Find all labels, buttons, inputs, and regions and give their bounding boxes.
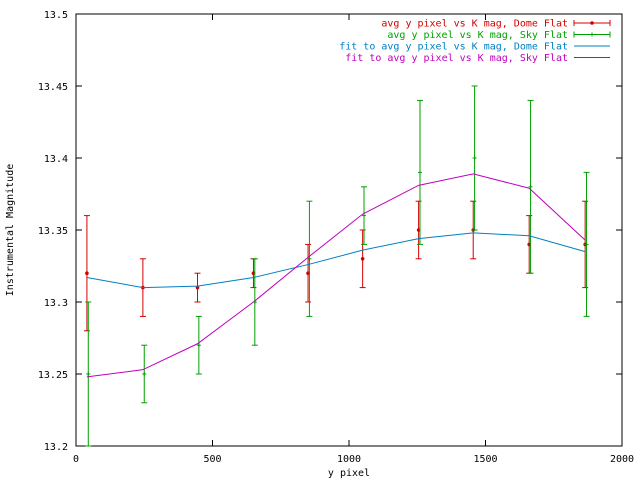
data-point [85,271,89,276]
plot-frame [75,13,623,447]
y-tick-label: 13.45 [38,82,68,93]
data-point [195,285,200,290]
x-tick-label: 0 [73,454,79,465]
x-tick-label: 1500 [473,454,497,465]
legend-swatch-marker [590,21,594,25]
series-3 [86,232,586,289]
y-axis-label: Instrumental Magnitude [5,164,16,296]
x-axis-label: y pixel [328,468,370,479]
series-2 [85,85,590,447]
series-4 [86,173,586,378]
legend-label: fit to avg y pixel vs K mag, Sky Flat [345,53,568,64]
y-tick-label: 13.5 [44,10,68,21]
series-layer [83,85,590,447]
y-tick-label: 13.4 [44,154,68,165]
ticks-layer: 0 500 1000 1500 2000 13.2 13.25 13.3 13.35 13.4 13… [38,10,634,465]
data-point [360,257,365,261]
y-tick-label: 13.2 [44,442,68,453]
series-1 [83,200,589,332]
legend-label: avg y pixel vs K mag, Dome Flat [381,19,568,30]
x-tick-label: 1000 [337,454,361,465]
legend-label: fit to avg y pixel vs K mag, Dome Flat [339,42,568,53]
legend-label: avg y pixel vs K mag, Sky Flat [387,30,568,41]
x-tick-label: 500 [203,454,221,465]
x-tick-label: 2000 [610,454,634,465]
y-tick-label: 13.35 [38,226,68,237]
y-tick-label: 13.25 [38,370,68,381]
y-tick-label: 13.3 [44,298,68,309]
series-line [86,173,586,378]
series-line [86,232,586,289]
